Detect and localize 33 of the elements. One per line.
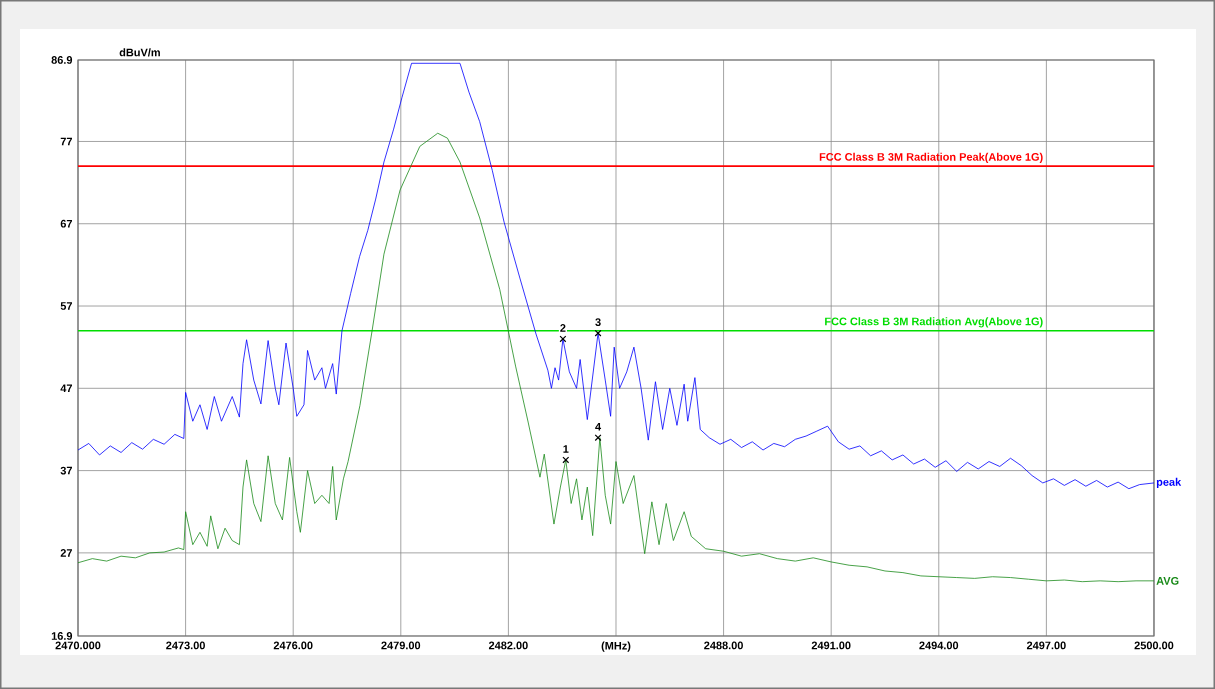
annotation: 2 xyxy=(560,324,566,332)
point xyxy=(562,456,570,464)
y-tick-label: 37 xyxy=(60,466,72,475)
x-tick-label: 2479.00 xyxy=(381,641,421,650)
x-tick-label: 2494.00 xyxy=(919,641,959,650)
x-tick-label: 2473.00 xyxy=(166,641,205,650)
x-tick-label: 2470.000 xyxy=(55,641,101,650)
line-series xyxy=(77,132,1155,583)
y-axis-title: dBuV/m xyxy=(119,48,160,57)
y-tick-label: 77 xyxy=(60,137,72,146)
point xyxy=(594,329,602,337)
y-tick-label: 67 xyxy=(60,219,72,228)
y-tick-label: 16.9 xyxy=(51,632,73,640)
x-tick-label: 2488.00 xyxy=(704,641,743,650)
x-tick-label: 2500.00 xyxy=(1134,641,1174,650)
x-tick-label: (MHz) xyxy=(601,641,631,652)
annotation: 4 xyxy=(595,422,602,431)
annotation: 3 xyxy=(595,318,601,326)
ref-line-label: FCC Class B 3M Radiation Peak(Above 1G) xyxy=(819,152,1043,163)
x-tick-label: 2491.00 xyxy=(811,641,851,650)
series-label: AVG xyxy=(1156,576,1179,585)
y-tick-label: 27 xyxy=(60,549,72,557)
annotation: 1 xyxy=(563,445,569,453)
series-label: peak xyxy=(1156,477,1182,489)
point xyxy=(594,434,602,442)
y-tick-label: 57 xyxy=(60,302,72,310)
ref-line-label: FCC Class B 3M Radiation Avg(Above 1G) xyxy=(825,317,1043,328)
x-tick-label: 2482.00 xyxy=(488,641,528,650)
line-series xyxy=(77,62,1155,490)
y-tick-label: 86.9 xyxy=(51,56,73,64)
y-tick-label: 47 xyxy=(60,384,72,393)
x-tick-label: 2476.00 xyxy=(273,641,313,650)
x-tick-label: 2497.00 xyxy=(1026,641,1066,650)
